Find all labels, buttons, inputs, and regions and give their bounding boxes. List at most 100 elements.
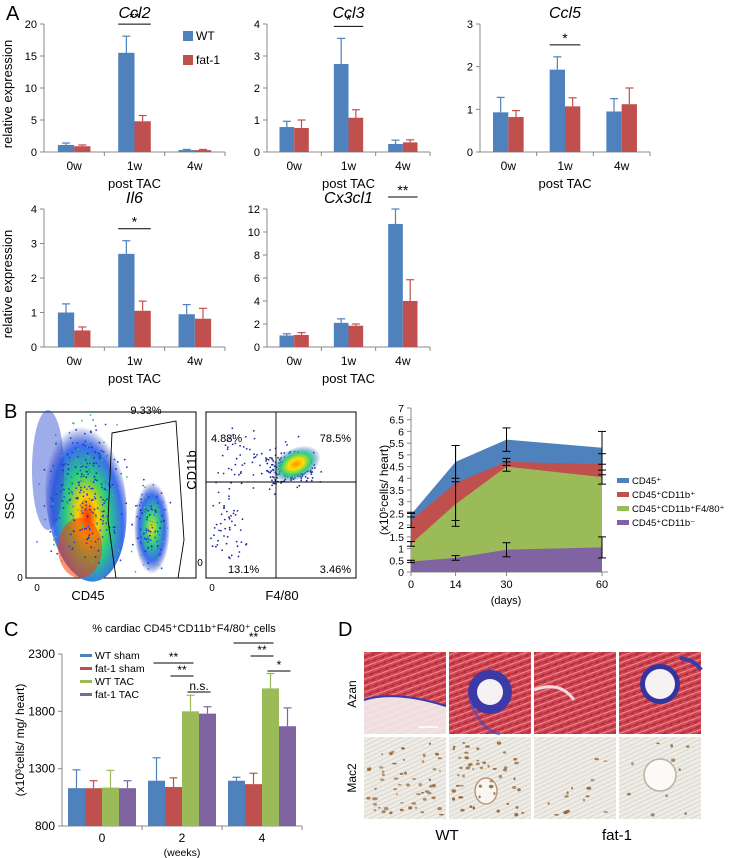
scatter-dot [125, 466, 128, 469]
stain-spot [401, 747, 405, 750]
scatter-dot [233, 473, 236, 476]
scatter-dot [228, 516, 230, 519]
scatter-dot [151, 526, 154, 529]
scatter-dot [311, 477, 314, 479]
legend-swatch [617, 492, 629, 497]
scatter-dot [103, 510, 105, 513]
y-axis-label: SSC [2, 493, 17, 520]
scatter-dot [145, 549, 148, 551]
stain-spot [498, 774, 503, 779]
x-axis-label: (days) [491, 595, 522, 607]
stain-spot [388, 752, 393, 756]
chart-ccl2: 0 5 10 15 20 0w 1w 4w **Ccl2 post TAC relative exp… [0, 5, 226, 191]
scatter-dot [233, 509, 235, 512]
scatter-dot [147, 509, 150, 512]
y-tick-label: 6 [254, 273, 260, 285]
scatter-dot [232, 433, 235, 436]
y-tick-label: 6.5 [389, 415, 404, 427]
y-tick-label: 7 [398, 403, 404, 415]
stain-spot [402, 759, 406, 761]
scatter-dot [270, 464, 273, 466]
significance-label: * [562, 30, 568, 46]
panel-letter-a: A [6, 3, 20, 25]
scatter-dot [238, 474, 240, 476]
scatter-dot [140, 501, 142, 504]
scatter-dot [151, 543, 153, 546]
scatter-dot [106, 515, 108, 517]
scatter-dot [89, 508, 91, 511]
stain-spots [626, 742, 690, 817]
scatter-dot [80, 480, 82, 482]
legend-swatch [617, 506, 629, 511]
y-tick-label: 3 [398, 497, 404, 509]
scatter-dot [163, 508, 166, 511]
scatter-dot [140, 536, 142, 538]
stain-spot [590, 778, 595, 782]
scatter-dot [44, 518, 47, 521]
scatter-dot [60, 455, 63, 457]
scatter-dot [215, 523, 218, 526]
scatter-dot [92, 499, 94, 501]
scatter-dot [109, 523, 112, 525]
scatter-dot [113, 458, 116, 461]
scatter-dot [86, 494, 89, 496]
scatter-dot [102, 450, 105, 453]
x-tick-label: 4w [187, 354, 203, 368]
scatter-dot [269, 466, 272, 469]
scatter-dot [53, 539, 55, 541]
scatter-dot [84, 444, 87, 447]
y-tick-label: 0 [31, 147, 37, 159]
scatter-dot [310, 473, 313, 475]
scatter-dot [98, 465, 101, 468]
scatter-dot [71, 442, 74, 444]
scatter-dot [59, 508, 61, 510]
scatter-dot [72, 514, 74, 517]
scatter-dots [36, 414, 172, 573]
scatter-dot [153, 531, 156, 534]
cell-cloud [271, 445, 321, 483]
bar [245, 784, 262, 826]
scatter-dot [150, 545, 153, 548]
scatter-dot [252, 487, 255, 489]
stain-spot [482, 761, 487, 764]
stain-spot [381, 773, 385, 776]
stain-spot [502, 751, 507, 754]
scatter-dot [91, 487, 94, 490]
scatter-dot [272, 460, 275, 463]
scatter-dot [154, 536, 157, 539]
scatter-dot [58, 517, 61, 519]
x-tick-label: 1w [341, 354, 357, 368]
scatter-dot [77, 448, 80, 451]
scatter-dot [296, 486, 299, 489]
scatter-dot [81, 502, 84, 505]
stain-spot [428, 778, 432, 781]
stain-spot [381, 753, 384, 756]
scatter-dot [138, 504, 141, 507]
quadrant-bottom-left: 13.1% [228, 564, 259, 576]
x-tick-label: 30 [500, 579, 512, 591]
scatter-dot [260, 452, 263, 455]
flow-plot-cd11b: 4.88% 78.5% 13.1% 3.46% CD11b F4/80 0 0 [184, 411, 357, 603]
stain-spot [428, 742, 432, 746]
y-tick-label: 2 [254, 319, 260, 331]
scatter-dot [306, 477, 309, 480]
scatter-dot [125, 502, 128, 505]
scatter-dot [163, 520, 165, 522]
scatter-dot [60, 560, 63, 563]
bar [606, 111, 622, 152]
scatter-dot [66, 500, 68, 503]
scatter-dot [269, 456, 271, 459]
stain-spot [515, 805, 519, 809]
scatter-dot [84, 556, 86, 559]
scatter-dot [243, 462, 246, 465]
bar [333, 322, 349, 347]
scatter-dot [38, 483, 40, 485]
row-label-azan: Azan [345, 680, 359, 707]
scatter-dot [157, 564, 160, 566]
scatter-dot [101, 459, 103, 462]
scatter-dot [89, 414, 92, 416]
y-tick-label: 3 [31, 239, 37, 251]
legend-label: CD45⁺ [632, 476, 661, 487]
stain-spot [392, 762, 397, 765]
y-axis-label: relative expression [0, 230, 15, 338]
